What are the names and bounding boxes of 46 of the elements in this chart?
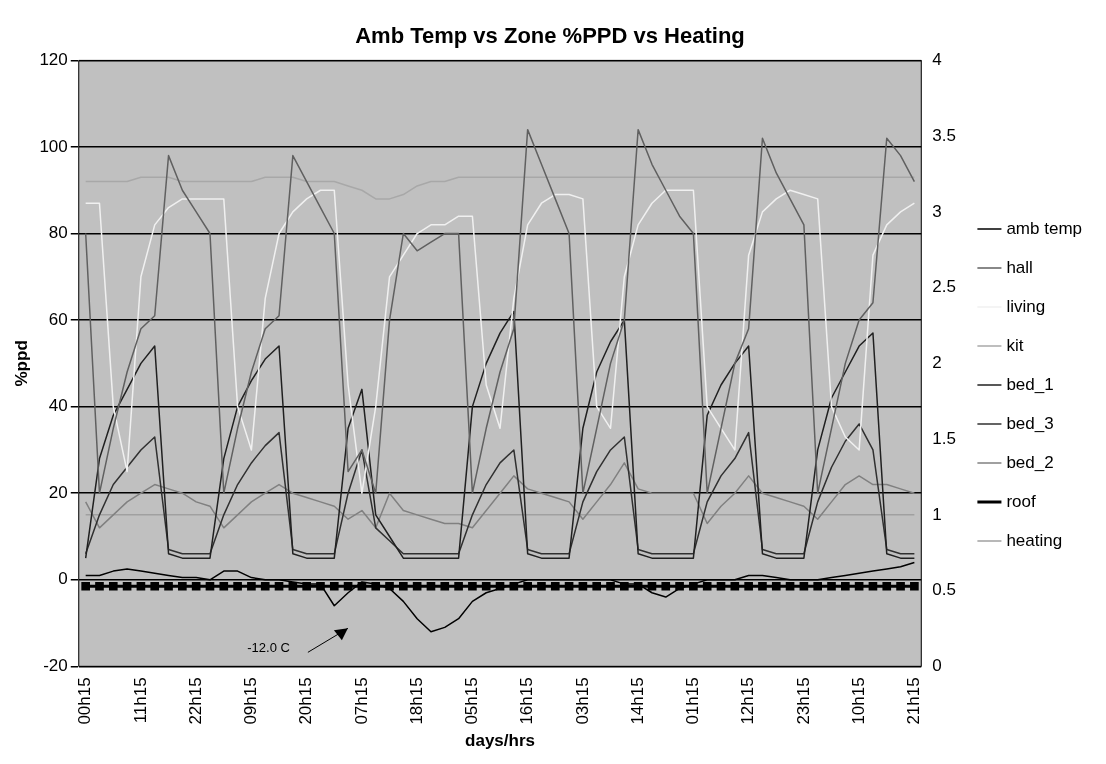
x-tick-label: 22h15 bbox=[185, 677, 205, 725]
legend-label: bed_1 bbox=[1006, 374, 1054, 394]
x-tick-label: 20h15 bbox=[296, 677, 316, 725]
y-tick-label: 120 bbox=[39, 50, 68, 70]
annotation: -12.0 C bbox=[247, 639, 290, 655]
x-tick-label: 12h15 bbox=[738, 677, 758, 725]
legend-label: heating bbox=[1006, 530, 1063, 550]
y2-tick-label: 4 bbox=[932, 50, 942, 70]
x-tick-label: 09h15 bbox=[241, 677, 261, 725]
x-tick-label: 05h15 bbox=[462, 677, 482, 725]
y-tick-label: 20 bbox=[48, 482, 68, 502]
y2-tick-label: 2 bbox=[932, 353, 942, 373]
y2-tick-label: 2.5 bbox=[932, 277, 956, 297]
legend-label: roof bbox=[1006, 491, 1036, 511]
y-axis-title: %ppd bbox=[11, 340, 31, 387]
x-tick-label: 11h15 bbox=[130, 677, 150, 724]
x-tick-label: 01h15 bbox=[683, 677, 703, 725]
x-tick-label: 10h15 bbox=[848, 677, 868, 725]
y2-tick-label: 1 bbox=[932, 504, 942, 524]
chart-title: Amb Temp vs Zone %PPD vs Heating bbox=[355, 23, 745, 49]
legend-label: amb temp bbox=[1006, 218, 1083, 238]
y-tick-label: 80 bbox=[48, 223, 68, 243]
x-tick-label: 07h15 bbox=[351, 677, 371, 725]
x-tick-label: 21h15 bbox=[904, 677, 924, 725]
x-tick-label: 18h15 bbox=[406, 677, 426, 725]
y-tick-label: -20 bbox=[43, 656, 68, 676]
x-tick-label: 00h15 bbox=[75, 677, 95, 725]
y-tick-label: 100 bbox=[39, 136, 68, 156]
legend-label: kit bbox=[1006, 335, 1024, 355]
y2-tick-label: 0.5 bbox=[932, 580, 956, 600]
x-tick-label: 23h15 bbox=[793, 677, 813, 725]
y-tick-label: 40 bbox=[48, 396, 68, 416]
y2-tick-label: 3.5 bbox=[932, 125, 956, 145]
y2-tick-label: 0 bbox=[932, 656, 942, 676]
y-tick-label: 60 bbox=[48, 309, 68, 329]
legend-label: living bbox=[1006, 296, 1046, 316]
legend-label: hall bbox=[1006, 257, 1033, 277]
y2-tick-label: 3 bbox=[932, 201, 942, 221]
legend-label: bed_3 bbox=[1006, 413, 1054, 433]
y2-tick-label: 1.5 bbox=[932, 428, 956, 448]
legend-label: bed_2 bbox=[1006, 452, 1054, 472]
x-axis-title: days/hrs bbox=[465, 731, 535, 751]
x-tick-label: 16h15 bbox=[517, 677, 537, 725]
x-tick-label: 14h15 bbox=[627, 677, 647, 725]
x-tick-label: 03h15 bbox=[572, 677, 592, 725]
y-tick-label: 0 bbox=[58, 569, 68, 589]
